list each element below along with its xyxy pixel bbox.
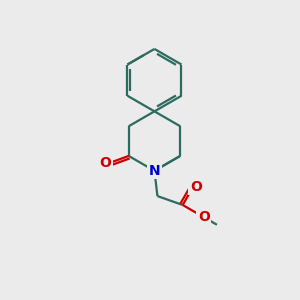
Text: O: O	[190, 180, 202, 194]
Text: O: O	[100, 156, 112, 170]
Text: O: O	[198, 211, 210, 224]
Text: N: N	[148, 164, 160, 178]
